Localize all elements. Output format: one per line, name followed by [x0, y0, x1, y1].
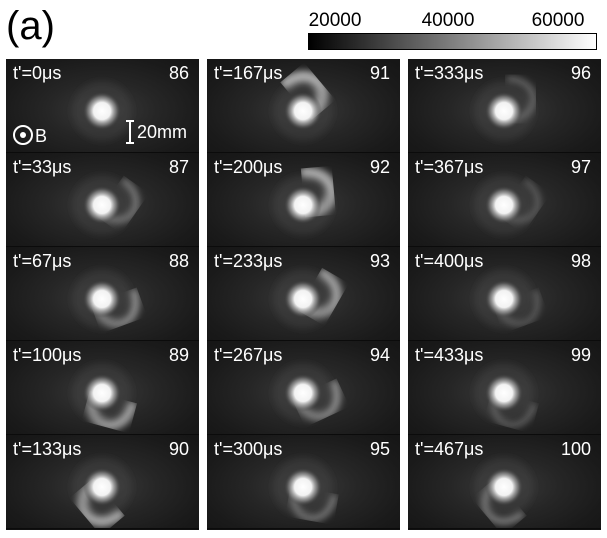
image-frame: t'=0μs 86 B 20mm — [6, 59, 199, 153]
time-label: t'=33μs — [13, 157, 72, 177]
time-label: t'=100μs — [13, 345, 82, 365]
plasma-core — [485, 92, 523, 130]
time-label: t'=400μs — [415, 251, 484, 271]
plasma-image — [474, 269, 540, 329]
plasma-core — [485, 374, 523, 412]
image-frame: t'=267μs 94 — [207, 341, 400, 435]
plasma-core — [284, 468, 322, 506]
time-label: t'=233μs — [214, 251, 283, 271]
frame-number: 89 — [168, 345, 189, 365]
plasma-core — [284, 92, 322, 130]
time-label: t'=267μs — [214, 345, 283, 365]
scale-bar: 20mm — [126, 119, 187, 145]
frame-number: 92 — [369, 157, 390, 177]
frame-number: 95 — [369, 439, 390, 459]
frame-column: t'=167μs 91 t'=200μs 92 t'=233μs 93 t'=267μs 94… — [207, 59, 400, 530]
plasma-core — [485, 280, 523, 318]
time-label: t'=333μs — [415, 63, 484, 83]
image-frame: t'=133μs 90 — [6, 435, 199, 529]
time-label: t'=200μs — [214, 157, 283, 177]
plasma-image — [72, 363, 137, 431]
colorbar — [308, 33, 597, 50]
plasma-image — [474, 76, 537, 141]
time-label: t'=67μs — [13, 251, 72, 271]
frame-number: 97 — [570, 157, 591, 177]
frame-number: 90 — [168, 439, 189, 459]
plasma-image — [72, 457, 132, 527]
frame-number: 91 — [369, 63, 390, 83]
frame-number: 96 — [570, 63, 591, 83]
frame-column: t'=0μs 86 B 20mm t'=33μs 87 t'=67μs 88 t'=100μs 8… — [6, 59, 199, 530]
panel-label: (a) — [6, 4, 55, 48]
frame-number: 94 — [369, 345, 390, 365]
colorbar-tick: 60000 — [531, 10, 585, 31]
plasma-image — [474, 457, 534, 525]
plasma-image — [474, 175, 541, 235]
image-frame: t'=33μs 87 — [6, 153, 199, 247]
plasma-image — [72, 81, 132, 141]
scale-bar-label: 20mm — [137, 122, 188, 142]
time-label: t'=433μs — [415, 345, 484, 365]
colorbar-tick: 40000 — [421, 10, 475, 31]
image-frame: t'=467μs 100 — [408, 435, 601, 529]
plasma-image — [273, 268, 342, 329]
bfield-label: B — [35, 126, 48, 146]
frame-column: t'=333μs 96 t'=367μs 97 t'=400μs 98 t'=433μs 99… — [408, 59, 601, 530]
frame-number: 93 — [369, 251, 390, 271]
frame-number: 98 — [570, 251, 591, 271]
plasma-image — [273, 363, 341, 423]
colorbar-ticks: 20000 40000 60000 — [0, 10, 607, 32]
frame-number: 100 — [560, 439, 591, 459]
plasma-core — [284, 280, 322, 318]
plasma-core — [485, 186, 523, 224]
plasma-core — [485, 468, 523, 506]
frame-number: 87 — [168, 157, 189, 177]
plasma-core — [83, 468, 121, 506]
time-label: t'=133μs — [13, 439, 82, 459]
image-frame: t'=67μs 88 — [6, 247, 199, 341]
frame-number: 86 — [168, 63, 189, 83]
image-frame: t'=433μs 99 — [408, 341, 601, 435]
image-frame: t'=233μs 93 — [207, 247, 400, 341]
time-label: t'=367μs — [415, 157, 484, 177]
plasma-core — [284, 186, 322, 224]
frame-number: 99 — [570, 345, 591, 365]
image-frame: t'=200μs 92 — [207, 153, 400, 247]
plasma-core — [83, 280, 121, 318]
field-out-of-page-icon — [13, 125, 33, 145]
time-label: t'=300μs — [214, 439, 283, 459]
colorbar-tick: 20000 — [308, 10, 362, 31]
plasma-core — [83, 92, 121, 130]
plasma-image — [474, 363, 537, 428]
plasma-core — [284, 374, 322, 412]
plasma-core — [83, 186, 121, 224]
plasma-image — [72, 269, 140, 329]
time-label: t'=167μs — [214, 63, 283, 83]
image-frame: t'=100μs 89 — [6, 341, 199, 435]
image-frame: t'=300μs 95 — [207, 435, 400, 529]
magnetic-field-indicator: B — [13, 119, 47, 145]
plasma-image — [273, 457, 338, 522]
image-frame: t'=400μs 98 — [408, 247, 601, 341]
frame-number: 88 — [168, 251, 189, 271]
time-label: t'=0μs — [13, 63, 62, 83]
image-frame: t'=167μs 91 — [207, 59, 400, 153]
plasma-image — [273, 70, 333, 141]
plasma-image — [72, 175, 140, 235]
time-label: t'=467μs — [415, 439, 484, 459]
plasma-core — [83, 374, 121, 412]
image-frame: t'=367μs 97 — [408, 153, 601, 247]
plasma-image — [273, 166, 337, 235]
scale-bar-icon — [126, 120, 134, 144]
image-frame: t'=333μs 96 — [408, 59, 601, 153]
